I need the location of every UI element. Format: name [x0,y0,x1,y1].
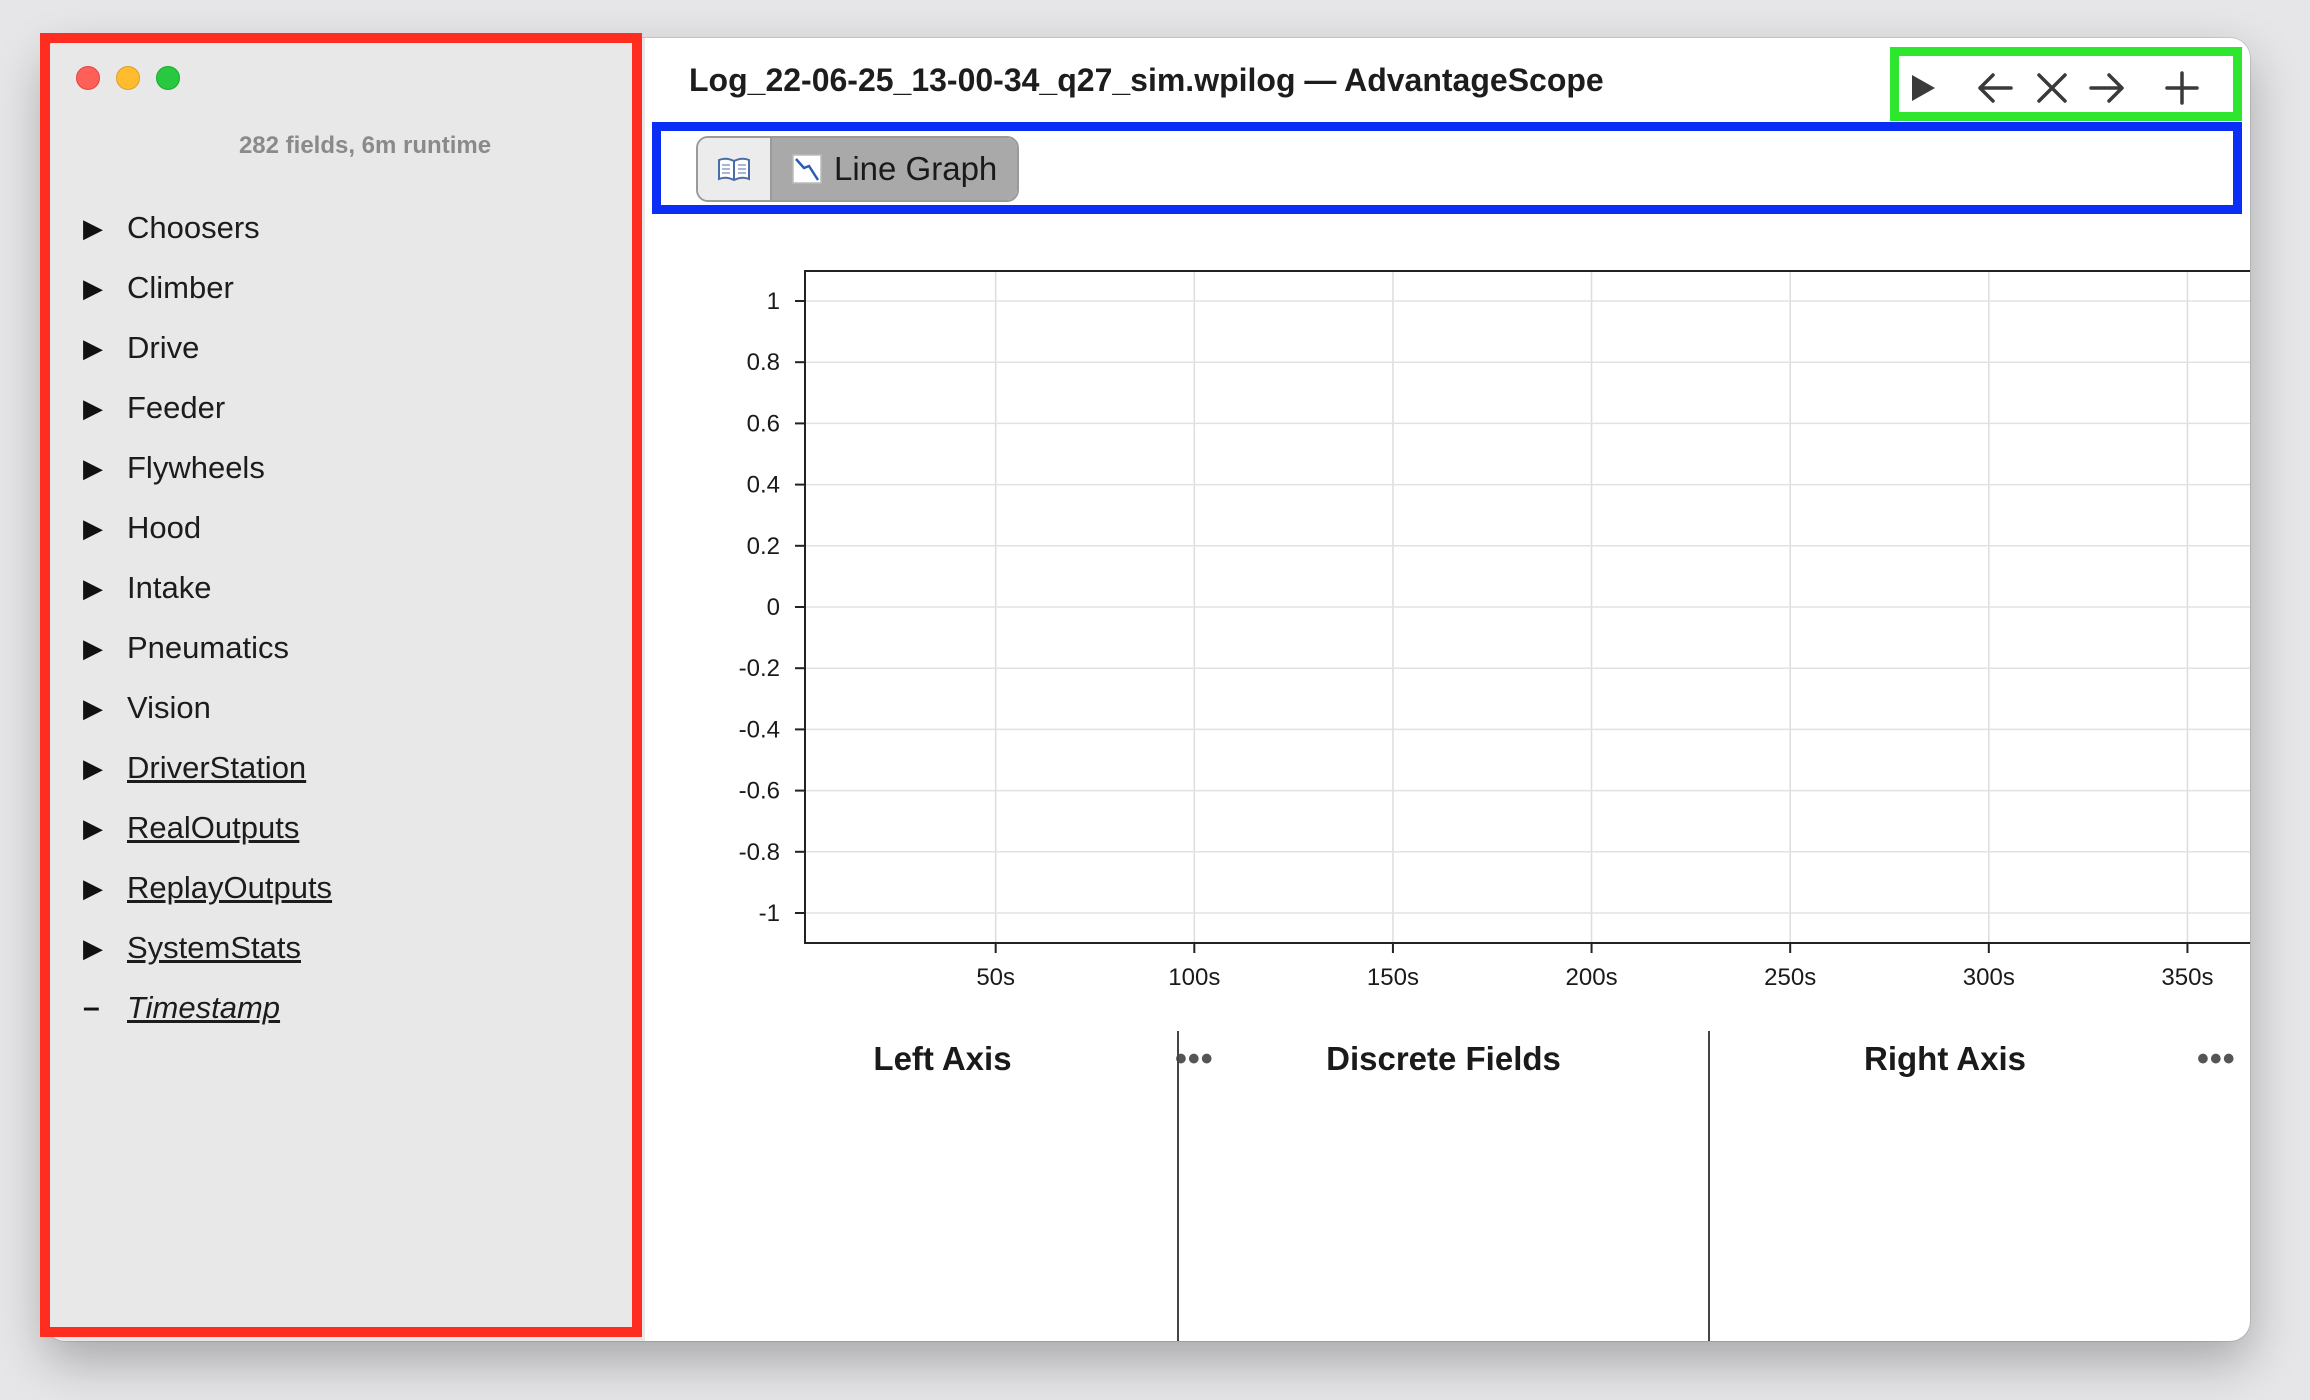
y-tick-label: 0.8 [747,349,780,376]
expand-arrow-icon[interactable]: ▶ [83,572,103,603]
sidebar-item-hood[interactable]: ▶ Hood [83,498,623,558]
window-title: Log_22-06-25_13-00-34_q27_sim.wpilog — A… [689,62,1604,98]
expand-arrow-icon[interactable]: ▶ [83,332,103,363]
play-icon [1912,75,1935,101]
sidebar-item-climber[interactable]: ▶ Climber [83,258,623,318]
expand-arrow-icon[interactable]: ▶ [83,692,103,723]
left-axis-title: Left Axis [873,1040,1012,1077]
y-tick-label: 0 [767,594,780,621]
x-tick-label: 300s [1963,964,2015,991]
y-tick-label: 0.4 [747,472,780,499]
sidebar-item-vision[interactable]: ▶ Vision [83,678,623,738]
expand-arrow-icon[interactable]: ▶ [83,812,103,843]
zoom-window-button[interactable] [156,66,180,90]
sidebar-item-pneumatics[interactable]: ▶ Pneumatics [83,618,623,678]
x-tick-label: 250s [1764,964,1816,991]
expand-arrow-icon[interactable]: ▶ [83,932,103,963]
y-tick-label: -1 [759,900,780,927]
play-button[interactable] [1901,66,1945,110]
arrow-left-icon [1978,73,2013,103]
plus-icon [2165,71,2199,105]
x-tick-label: 50s [976,964,1015,991]
log-summary: 282 fields, 6m runtime [238,132,492,159]
y-tick-label: -0.2 [739,655,780,682]
sidebar-item-label: ReplayOutputs [127,870,333,905]
right-axis-title: Right Axis [1864,1040,2026,1077]
minimize-window-button[interactable] [116,66,140,90]
arrow-right-icon [2089,73,2124,103]
move-tab-left-button[interactable] [1973,66,2017,110]
field-tree: ▶ Choosers ▶ Climber ▶ Drive ▶ Feeder ▶ Flywheels… [83,198,623,1038]
sidebar-item-replayoutputs[interactable]: ▶ ReplayOutputs [83,858,623,918]
expand-arrow-icon[interactable]: ▶ [83,452,103,483]
x-tick-label: 150s [1367,964,1419,991]
tab-group: Line Graph [696,136,1020,202]
sidebar-item-label: Pneumatics [127,630,289,665]
tab-line-graph[interactable]: Line Graph [772,138,1018,200]
sidebar-item-label: Intake [127,570,212,605]
y-tick-label: -0.4 [739,716,780,743]
x-tick-label: 200s [1566,964,1618,991]
right-axis-menu-button[interactable]: ••• [2197,1040,2236,1078]
add-tab-button[interactable] [2160,66,2204,110]
app-window: 282 fields, 6m runtime ▶ Choosers ▶ Climber… [45,38,2250,1341]
panel-divider[interactable] [1177,1031,1179,1341]
sidebar-item-realoutputs[interactable]: ▶ RealOutputs [83,798,623,858]
x-tick-label: 350s [2161,964,2213,991]
y-tick-label: 1 [767,288,780,315]
expand-arrow-icon[interactable]: ▶ [83,212,103,243]
sidebar-item-feeder[interactable]: ▶ Feeder [83,378,623,438]
close-tab-button[interactable] [2030,66,2074,110]
move-tab-right-button[interactable] [2085,66,2129,110]
line-graph-icon [792,154,822,184]
sidebar-item-driverstation[interactable]: ▶ DriverStation [83,738,623,798]
left-axis-panel[interactable]: Left Axis ••• [665,990,1220,1341]
tab-bar: Line Graph [670,126,2250,206]
y-tick-label: 0.2 [747,533,780,560]
expand-arrow-icon[interactable]: ▶ [83,272,103,303]
sidebar-item-label: SystemStats [127,930,301,965]
discrete-fields-panel[interactable]: Discrete Fields [1179,990,1708,1341]
sidebar-item-label: Choosers [127,210,260,245]
sidebar-item-label: Feeder [127,390,226,425]
left-axis-menu-button[interactable]: ••• [1175,1040,1214,1078]
sidebar-item-flywheels[interactable]: ▶ Flywheels [83,438,623,498]
sidebar-item-label: Timestamp [127,990,281,1025]
sidebar-item-choosers[interactable]: ▶ Choosers [83,198,623,258]
sidebar-item-label: RealOutputs [127,810,300,845]
leaf-dash-icon[interactable]: – [83,991,100,1024]
sidebar-item-label: Flywheels [127,450,265,485]
sidebar-item-label: Drive [127,330,200,365]
book-icon [718,157,750,182]
sidebar-item-label: Vision [127,690,211,725]
sidebar-item-label: Hood [127,510,202,545]
expand-arrow-icon[interactable]: ▶ [83,392,103,423]
sidebar-item-systemstats[interactable]: ▶ SystemStats [83,918,623,978]
sidebar-item-label: DriverStation [127,750,307,785]
sidebar: 282 fields, 6m runtime ▶ Choosers ▶ Climber… [45,38,645,1341]
close-window-button[interactable] [76,66,100,90]
y-tick-label: -0.6 [739,778,780,805]
close-icon [2037,73,2067,103]
expand-arrow-icon[interactable]: ▶ [83,632,103,663]
right-axis-panel[interactable]: Right Axis ••• [1710,990,2250,1341]
tab-documentation[interactable] [698,138,772,200]
sidebar-item-label: Climber [127,270,234,305]
y-tick-label: 0.6 [747,410,780,437]
sidebar-item-timestamp[interactable]: – Timestamp [83,978,623,1038]
expand-arrow-icon[interactable]: ▶ [83,752,103,783]
line-graph-chart[interactable]: 1 0.8 0.6 0.4 0.2 0 -0.2 -0.4 -0.6 -0.8 -1 50s 100s 1… [683,223,2250,1013]
sidebar-item-drive[interactable]: ▶ Drive [83,318,623,378]
tab-toolbar [1895,54,2225,120]
y-tick-label: -0.8 [739,839,780,866]
x-tick-label: 100s [1168,964,1220,991]
tab-label: Line Graph [834,150,998,187]
expand-arrow-icon[interactable]: ▶ [83,872,103,903]
discrete-fields-title: Discrete Fields [1326,1040,1561,1077]
sidebar-item-intake[interactable]: ▶ Intake [83,558,623,618]
panel-divider[interactable] [1708,1031,1710,1341]
expand-arrow-icon[interactable]: ▶ [83,512,103,543]
